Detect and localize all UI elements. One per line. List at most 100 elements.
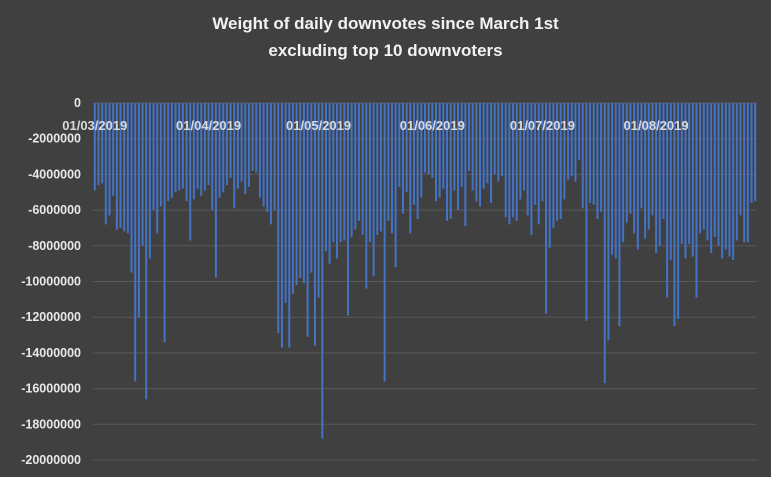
bar [317, 103, 320, 298]
bar [559, 103, 562, 220]
bar [247, 103, 250, 187]
bar [449, 103, 452, 220]
bar [625, 103, 628, 223]
bar [163, 103, 166, 343]
bar [526, 103, 529, 216]
bar [416, 103, 419, 220]
bar [471, 103, 474, 191]
chart-subtitle: excluding top 10 downvoters [268, 41, 503, 60]
bar [735, 103, 738, 241]
bar [313, 103, 316, 346]
bar [123, 103, 126, 232]
bar [93, 103, 96, 191]
bar [302, 103, 305, 284]
bar [222, 103, 225, 193]
bar [258, 103, 261, 198]
bar [468, 103, 471, 171]
bar [141, 103, 144, 246]
bar [721, 103, 724, 259]
bar [236, 103, 239, 189]
bar [475, 103, 478, 202]
bar [633, 103, 636, 234]
bar [581, 103, 584, 209]
bar [629, 103, 632, 214]
bar [622, 103, 625, 243]
bar [743, 103, 746, 243]
bar [493, 103, 496, 175]
bar [332, 103, 335, 243]
bar [574, 103, 577, 182]
bar [240, 103, 243, 182]
bar [233, 103, 236, 209]
y-tick-label: -10000000 [21, 275, 81, 289]
bar [710, 103, 713, 253]
bar [460, 103, 463, 187]
bar [684, 103, 687, 259]
bar [427, 103, 430, 175]
bar [523, 103, 526, 191]
bar [409, 103, 412, 234]
y-tick-label: -8000000 [28, 239, 81, 253]
y-tick-label: -2000000 [28, 132, 81, 146]
bar [108, 103, 111, 216]
bar [350, 103, 353, 237]
bar [423, 103, 427, 173]
bar [244, 103, 247, 195]
bar [390, 103, 393, 234]
bar [229, 103, 232, 178]
bar [211, 103, 214, 211]
bar [435, 103, 438, 202]
bar [592, 103, 595, 205]
bar [405, 103, 408, 193]
bar [603, 103, 606, 384]
bar [438, 103, 441, 198]
bar [688, 103, 691, 245]
bar [636, 103, 639, 250]
bar [126, 103, 129, 234]
bar [614, 103, 617, 259]
bar [702, 103, 705, 230]
bar [519, 103, 522, 200]
bar [269, 103, 272, 225]
bar [482, 103, 485, 189]
bar [412, 103, 416, 205]
x-tick-label: 01/08/2019 [624, 118, 689, 133]
bar [174, 103, 177, 193]
bar [394, 103, 397, 268]
bar [310, 103, 313, 273]
bar [185, 103, 188, 202]
bar [497, 103, 500, 182]
bar [376, 103, 379, 236]
bar [115, 103, 118, 230]
bar [453, 103, 456, 191]
y-tick-label: -20000000 [21, 453, 81, 467]
bar [662, 103, 665, 220]
bar [655, 103, 658, 253]
bar [379, 103, 382, 232]
bar [134, 103, 137, 382]
bar [490, 103, 493, 203]
x-tick-label: 01/03/2019 [62, 118, 127, 133]
bar [277, 103, 280, 334]
bar [137, 103, 140, 318]
bar [501, 103, 504, 177]
bar [739, 103, 742, 216]
bar [446, 103, 449, 221]
y-axis-tick-labels: 0 -2000000 -4000000 -6000000 -8000000 -100000… [21, 96, 81, 467]
bar [167, 103, 170, 202]
bar [600, 103, 603, 212]
bar [218, 103, 221, 198]
bar [145, 103, 148, 400]
bar [101, 103, 104, 184]
bar [651, 103, 654, 216]
bar [119, 103, 122, 228]
x-tick-label: 01/04/2019 [176, 118, 241, 133]
bar [156, 103, 159, 234]
bar [596, 103, 599, 220]
bar [713, 103, 716, 237]
bar [97, 103, 100, 186]
bar [189, 103, 192, 241]
bar [699, 103, 702, 234]
bar [273, 103, 276, 211]
